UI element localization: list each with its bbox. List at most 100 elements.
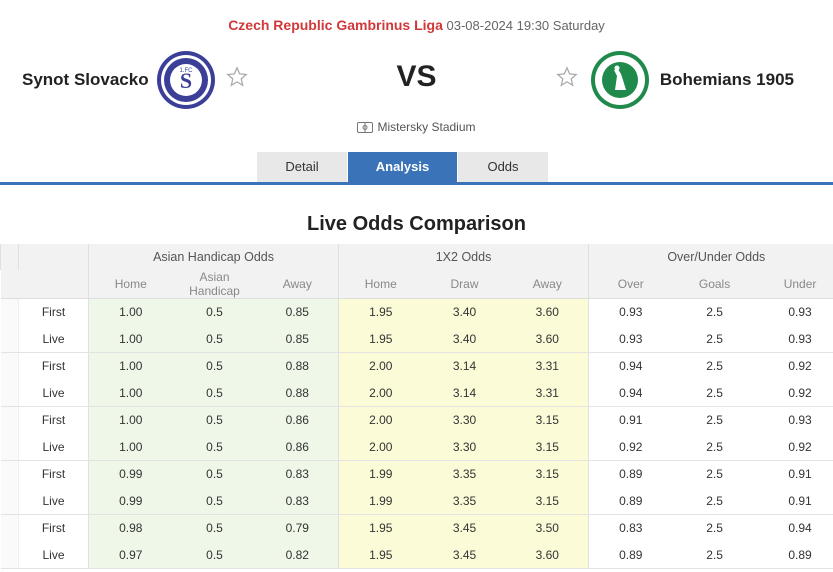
odds-cell[interactable]: 2.5 — [672, 406, 757, 434]
odds-cell[interactable]: 0.93 — [756, 325, 833, 353]
odds-cell[interactable]: 0.93 — [756, 298, 833, 326]
tab-detail[interactable]: Detail — [257, 152, 348, 182]
odds-cell[interactable]: 1.99 — [338, 487, 423, 515]
odds-cell[interactable]: 0.94 — [756, 514, 833, 542]
odds-cell[interactable]: 3.31 — [506, 352, 589, 380]
odds-cell[interactable]: 2.5 — [672, 433, 757, 461]
odds-cell[interactable]: 0.85 — [256, 325, 339, 353]
odds-cell[interactable]: 3.35 — [422, 460, 507, 488]
odds-cell[interactable]: 2.5 — [672, 541, 757, 569]
home-team-name[interactable]: Synot Slovacko — [22, 70, 149, 89]
odds-cell[interactable]: 1.95 — [338, 541, 423, 569]
odds-cell[interactable]: 3.14 — [422, 379, 507, 407]
odds-cell[interactable]: 1.00 — [88, 433, 173, 461]
odds-cell[interactable]: 3.40 — [422, 298, 507, 326]
odds-cell[interactable]: 2.00 — [338, 379, 423, 407]
odds-cell[interactable]: 3.60 — [506, 298, 589, 326]
odds-cell[interactable]: 0.86 — [256, 433, 339, 461]
odds-cell[interactable]: 1.00 — [88, 379, 173, 407]
odds-cell[interactable]: 0.85 — [256, 298, 339, 326]
odds-cell[interactable]: 0.92 — [756, 379, 833, 407]
odds-cell[interactable]: 0.82 — [256, 541, 339, 569]
odds-cell[interactable]: 0.5 — [172, 460, 257, 488]
odds-cell[interactable]: 3.15 — [506, 406, 589, 434]
star-icon[interactable] — [556, 66, 578, 88]
odds-cell[interactable]: 0.92 — [756, 433, 833, 461]
odds-cell[interactable]: 0.83 — [256, 487, 339, 515]
odds-cell[interactable]: 0.97 — [88, 541, 173, 569]
odds-cell[interactable]: 2.5 — [672, 487, 757, 515]
odds-cell[interactable]: 0.91 — [756, 460, 833, 488]
away-team-logo[interactable] — [590, 50, 650, 110]
odds-cell[interactable]: 1.95 — [338, 298, 423, 326]
odds-cell[interactable]: 1.00 — [88, 352, 173, 380]
odds-cell[interactable]: 0.5 — [172, 298, 257, 326]
odds-cell[interactable]: 0.79 — [256, 514, 339, 542]
odds-cell[interactable]: 0.93 — [588, 298, 673, 326]
odds-cell[interactable]: 0.99 — [88, 460, 173, 488]
odds-cell[interactable]: 2.00 — [338, 406, 423, 434]
odds-cell[interactable]: 0.86 — [256, 406, 339, 434]
odds-cell[interactable]: 0.83 — [588, 514, 673, 542]
home-team-logo[interactable]: S 1.FC — [156, 50, 216, 110]
odds-cell[interactable]: 1.00 — [88, 406, 173, 434]
odds-cell[interactable]: 3.40 — [422, 325, 507, 353]
odds-cell[interactable]: 0.92 — [756, 352, 833, 380]
odds-cell[interactable]: 0.93 — [588, 325, 673, 353]
odds-cell[interactable]: 2.5 — [672, 379, 757, 407]
odds-cell[interactable]: 0.5 — [172, 352, 257, 380]
odds-cell[interactable]: 0.88 — [256, 379, 339, 407]
odds-cell[interactable]: 1.99 — [338, 460, 423, 488]
odds-cell[interactable]: 0.89 — [588, 487, 673, 515]
odds-cell[interactable]: 3.15 — [506, 460, 589, 488]
odds-cell[interactable]: 0.94 — [588, 379, 673, 407]
odds-cell[interactable]: 3.15 — [506, 487, 589, 515]
tab-analysis[interactable]: Analysis — [348, 152, 458, 182]
away-team-name[interactable]: Bohemians 1905 — [659, 70, 794, 89]
odds-cell[interactable]: 3.60 — [506, 325, 589, 353]
odds-cell[interactable]: 2.5 — [672, 325, 757, 353]
odds-cell[interactable]: 0.89 — [588, 541, 673, 569]
odds-cell[interactable]: 3.45 — [422, 514, 507, 542]
odds-cell[interactable]: 0.92 — [588, 433, 673, 461]
odds-cell[interactable]: 3.35 — [422, 487, 507, 515]
odds-cell[interactable]: 3.30 — [422, 433, 507, 461]
odds-cell[interactable]: 2.5 — [672, 514, 757, 542]
odds-cell[interactable]: 0.89 — [588, 460, 673, 488]
odds-cell[interactable]: 2.00 — [338, 433, 423, 461]
odds-cell[interactable]: 3.14 — [422, 352, 507, 380]
odds-cell[interactable]: 0.88 — [256, 352, 339, 380]
odds-cell[interactable]: 0.5 — [172, 325, 257, 353]
odds-cell[interactable]: 1.00 — [88, 325, 173, 353]
odds-cell[interactable]: 3.60 — [506, 541, 589, 569]
odds-cell[interactable]: 0.5 — [172, 514, 257, 542]
odds-cell[interactable]: 0.91 — [588, 406, 673, 434]
odds-cell[interactable]: 3.31 — [506, 379, 589, 407]
odds-cell[interactable]: 2.5 — [672, 460, 757, 488]
odds-cell[interactable]: 3.30 — [422, 406, 507, 434]
odds-cell[interactable]: 0.94 — [588, 352, 673, 380]
tab-odds[interactable]: Odds — [458, 152, 549, 182]
odds-cell[interactable]: 0.91 — [756, 487, 833, 515]
odds-cell[interactable]: 1.95 — [338, 325, 423, 353]
odds-cell[interactable]: 2.00 — [338, 352, 423, 380]
odds-cell[interactable]: 0.93 — [756, 406, 833, 434]
odds-cell[interactable]: 0.99 — [88, 487, 173, 515]
odds-cell[interactable]: 3.45 — [422, 541, 507, 569]
odds-cell[interactable]: 0.5 — [172, 487, 257, 515]
odds-cell[interactable]: 0.5 — [172, 379, 257, 407]
star-icon[interactable] — [226, 66, 248, 88]
odds-cell[interactable]: 1.95 — [338, 514, 423, 542]
odds-cell[interactable]: 3.15 — [506, 433, 589, 461]
odds-cell[interactable]: 0.5 — [172, 433, 257, 461]
odds-cell[interactable]: 0.83 — [256, 460, 339, 488]
odds-cell[interactable]: 0.89 — [756, 541, 833, 569]
odds-cell[interactable]: 3.50 — [506, 514, 589, 542]
league-name[interactable]: Czech Republic Gambrinus Liga — [228, 17, 443, 33]
odds-cell[interactable]: 0.5 — [172, 406, 257, 434]
odds-cell[interactable]: 2.5 — [672, 352, 757, 380]
odds-cell[interactable]: 0.5 — [172, 541, 257, 569]
odds-cell[interactable]: 0.98 — [88, 514, 173, 542]
odds-cell[interactable]: 1.00 — [88, 298, 173, 326]
odds-cell[interactable]: 2.5 — [672, 298, 757, 326]
